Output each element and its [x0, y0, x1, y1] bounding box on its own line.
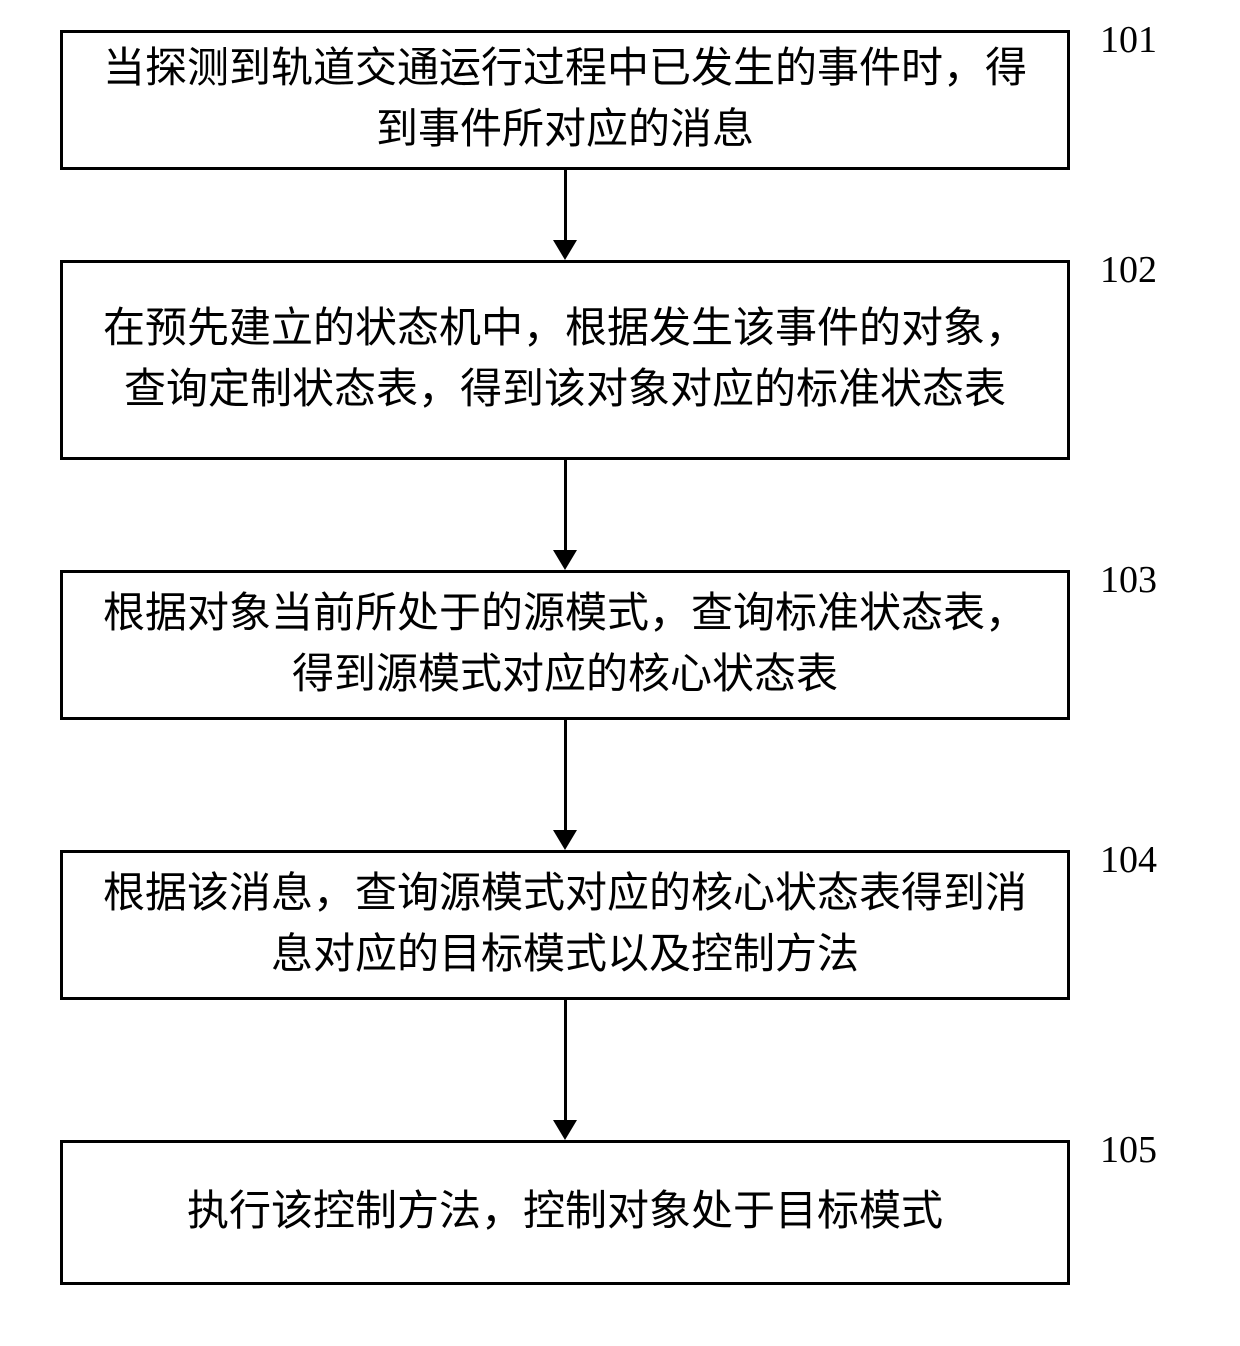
flow-node-text: 当探测到轨道交通运行过程中已发生的事件时，得到事件所对应的消息 [87, 39, 1043, 161]
flow-node-label-101: 101 [1100, 18, 1157, 62]
flowchart-container: 当探测到轨道交通运行过程中已发生的事件时，得到事件所对应的消息 101 在预先建… [0, 0, 1240, 1346]
flow-arrow-4-5 [553, 1000, 577, 1140]
flow-node-text: 在预先建立的状态机中，根据发生该事件的对象，查询定制状态表，得到该对象对应的标准… [87, 299, 1043, 421]
flow-node-label-105: 105 [1100, 1128, 1157, 1172]
flow-arrow-3-4 [553, 720, 577, 850]
flow-node-label-104: 104 [1100, 838, 1157, 882]
flow-node-101: 当探测到轨道交通运行过程中已发生的事件时，得到事件所对应的消息 [60, 30, 1070, 170]
flow-node-text: 根据对象当前所处于的源模式，查询标准状态表，得到源模式对应的核心状态表 [87, 584, 1043, 706]
flow-node-102: 在预先建立的状态机中，根据发生该事件的对象，查询定制状态表，得到该对象对应的标准… [60, 260, 1070, 460]
flow-node-text: 根据该消息，查询源模式对应的核心状态表得到消息对应的目标模式以及控制方法 [87, 864, 1043, 986]
flow-node-label-102: 102 [1100, 248, 1157, 292]
flow-node-text: 执行该控制方法，控制对象处于目标模式 [187, 1182, 943, 1243]
flow-node-103: 根据对象当前所处于的源模式，查询标准状态表，得到源模式对应的核心状态表 [60, 570, 1070, 720]
flow-node-label-103: 103 [1100, 558, 1157, 602]
flow-arrow-1-2 [553, 170, 577, 260]
flow-node-104: 根据该消息，查询源模式对应的核心状态表得到消息对应的目标模式以及控制方法 [60, 850, 1070, 1000]
flow-node-105: 执行该控制方法，控制对象处于目标模式 [60, 1140, 1070, 1285]
flow-arrow-2-3 [553, 460, 577, 570]
